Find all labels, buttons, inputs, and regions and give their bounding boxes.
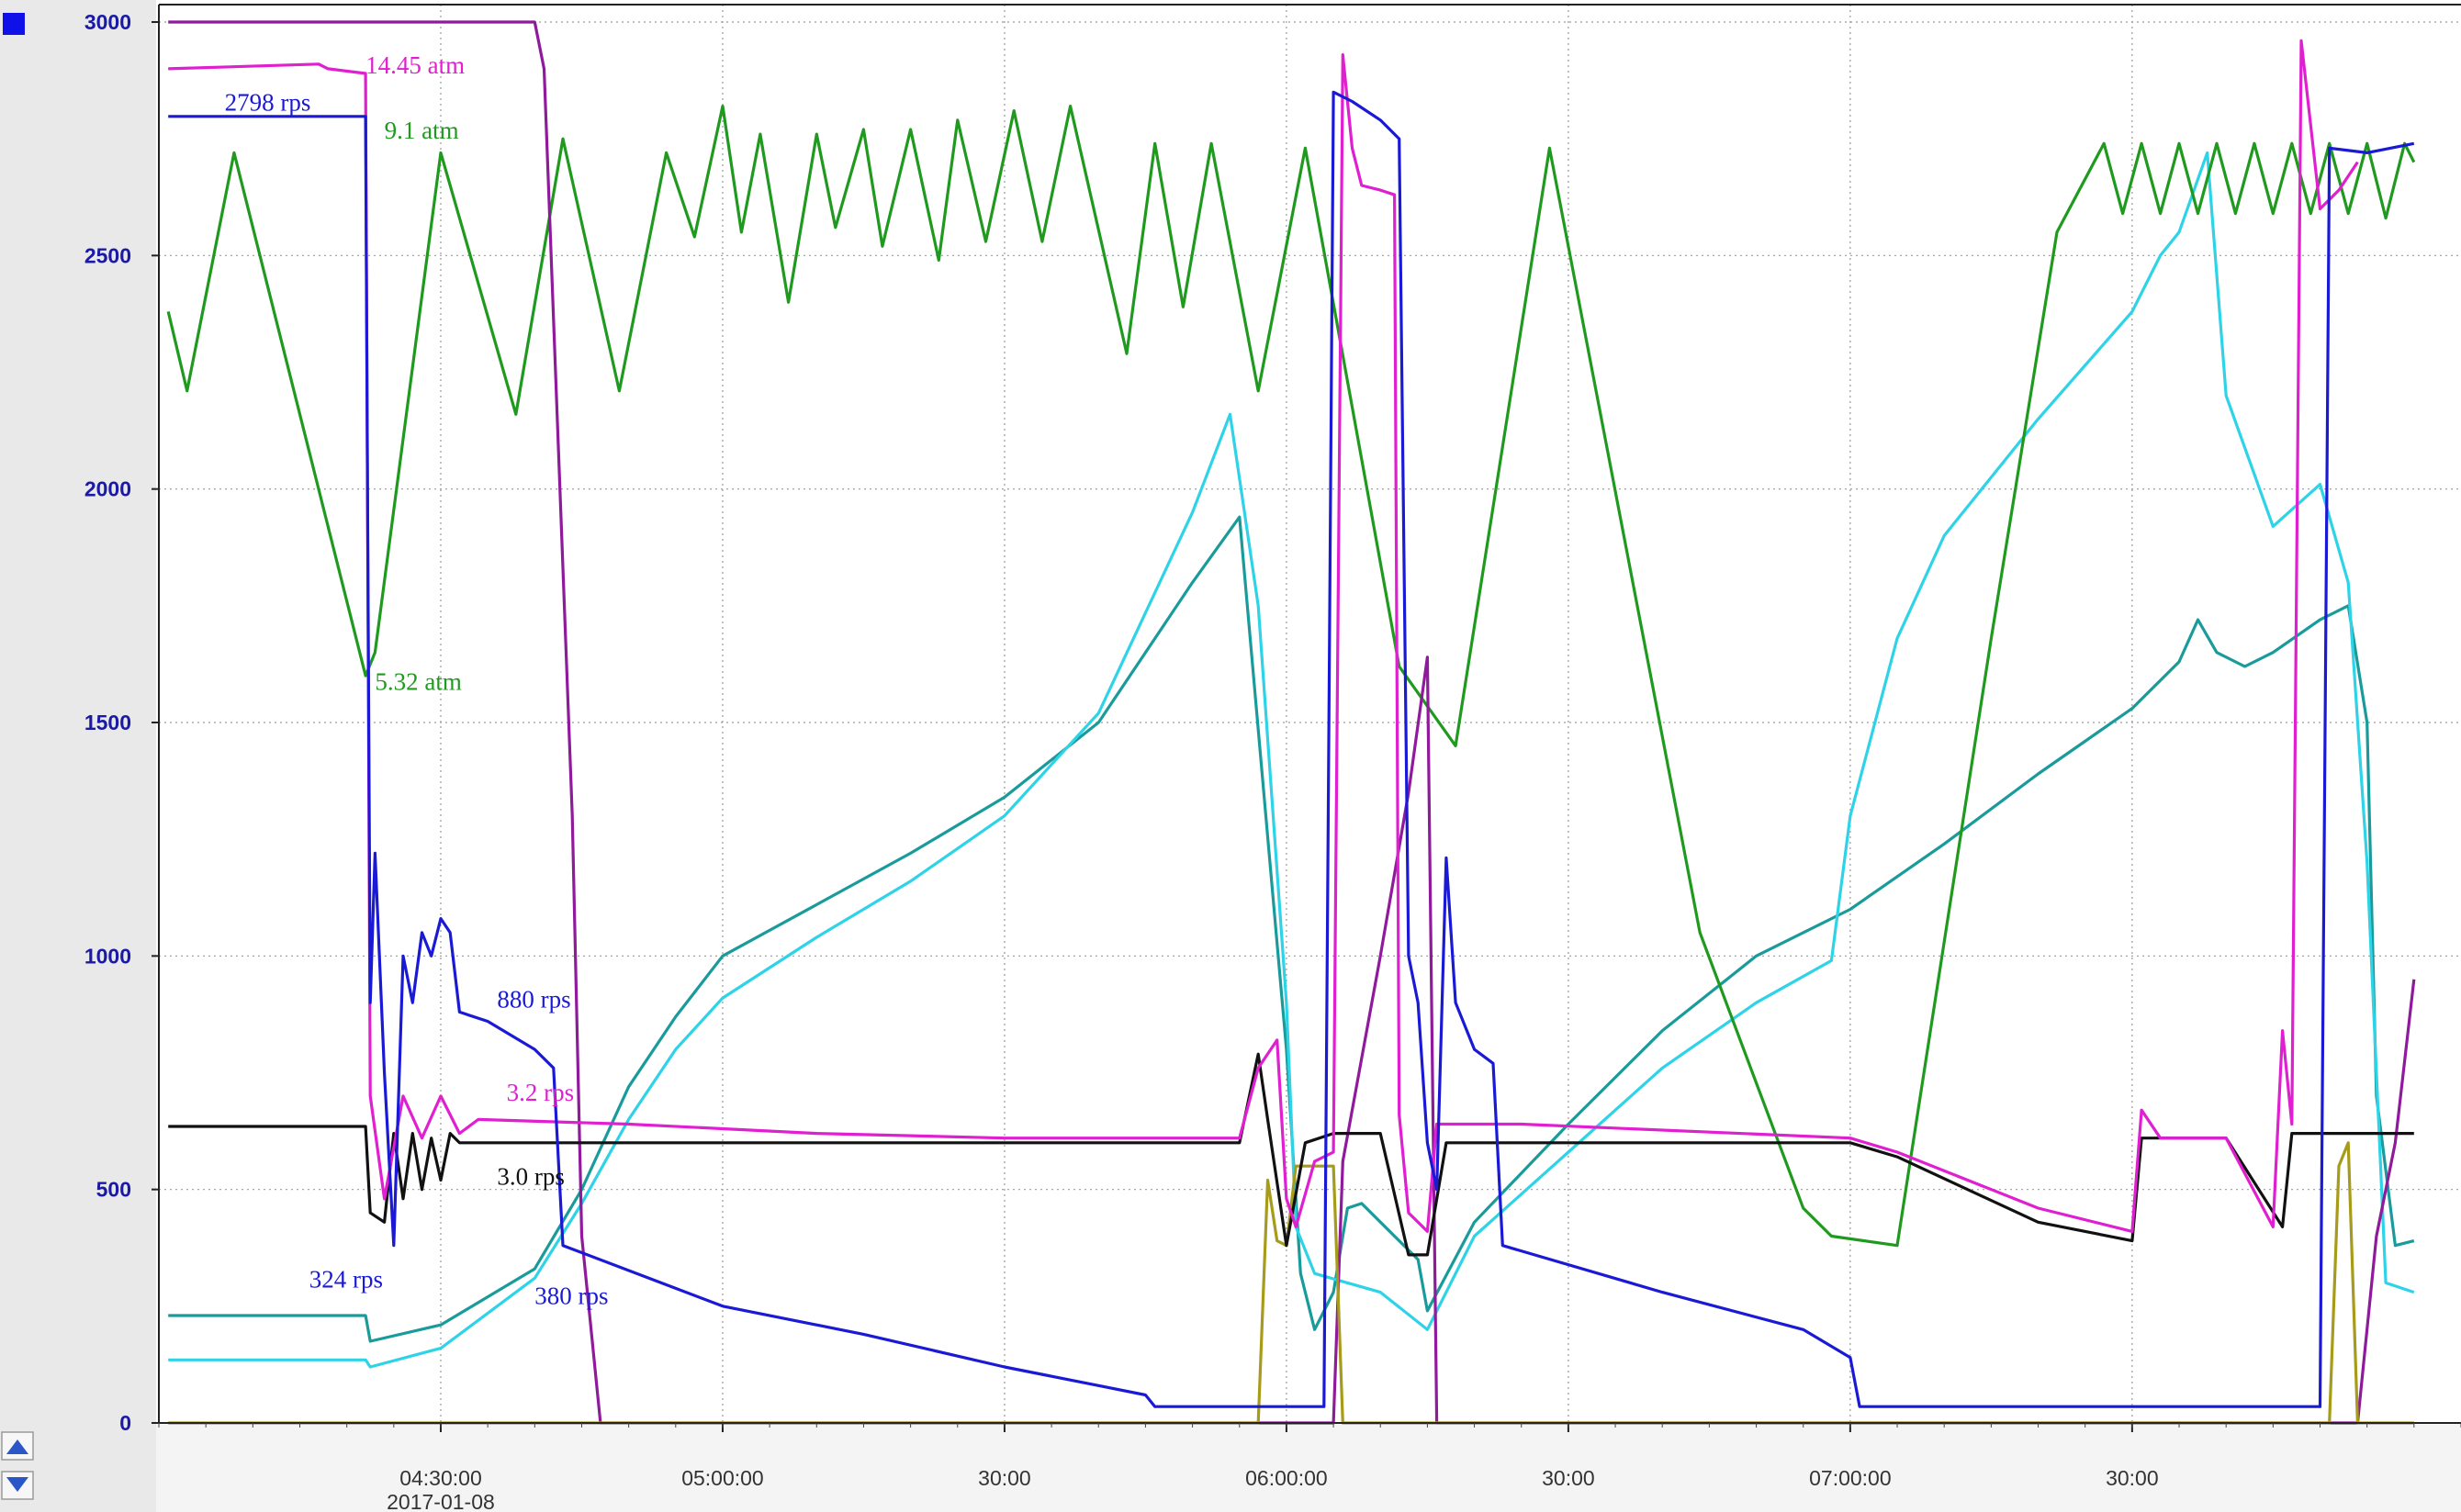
x-tick-label: 05:00:00 xyxy=(681,1466,764,1490)
x-tick-label: 06:00:00 xyxy=(1245,1466,1328,1490)
annotation-label: 9.1 atm xyxy=(385,117,459,144)
annotation-label: 2798 rps xyxy=(225,89,311,117)
annotation-label: 14.45 atm xyxy=(365,51,465,79)
annotation-label: 3.2 rps xyxy=(507,1079,575,1106)
y-tick-label: 2000 xyxy=(84,477,131,501)
x-tick-label: 30:00 xyxy=(978,1466,1031,1490)
date-label: 2017-01-08 xyxy=(387,1490,495,1512)
x-tick-label: 30:00 xyxy=(2106,1466,2159,1490)
annotation-label: 5.32 atm xyxy=(375,667,462,695)
annotation-label: 880 rps xyxy=(497,985,570,1013)
annotation-label: 324 rps xyxy=(309,1265,383,1293)
scroll-down-button[interactable] xyxy=(2,1472,33,1499)
y-tick-label: 2500 xyxy=(84,243,131,267)
axis-color-marker[interactable] xyxy=(3,13,25,35)
x-tick-label: 30:00 xyxy=(1542,1466,1595,1490)
annotation-label: 380 rps xyxy=(534,1282,608,1309)
y-tick-label: 3000 xyxy=(84,10,131,34)
y-tick-label: 500 xyxy=(96,1178,131,1202)
left-panel-background xyxy=(0,0,156,1512)
x-tick-label: 04:30:00 xyxy=(399,1466,482,1490)
annotation-label: 3.0 rps xyxy=(497,1163,565,1191)
y-tick-label: 1500 xyxy=(84,711,131,734)
x-tick-label: 07:00:00 xyxy=(1809,1466,1892,1490)
y-tick-label: 1000 xyxy=(84,944,131,968)
scroll-up-button[interactable] xyxy=(2,1432,33,1460)
plot-area xyxy=(159,5,2461,1423)
y-tick-label: 0 xyxy=(119,1411,131,1435)
